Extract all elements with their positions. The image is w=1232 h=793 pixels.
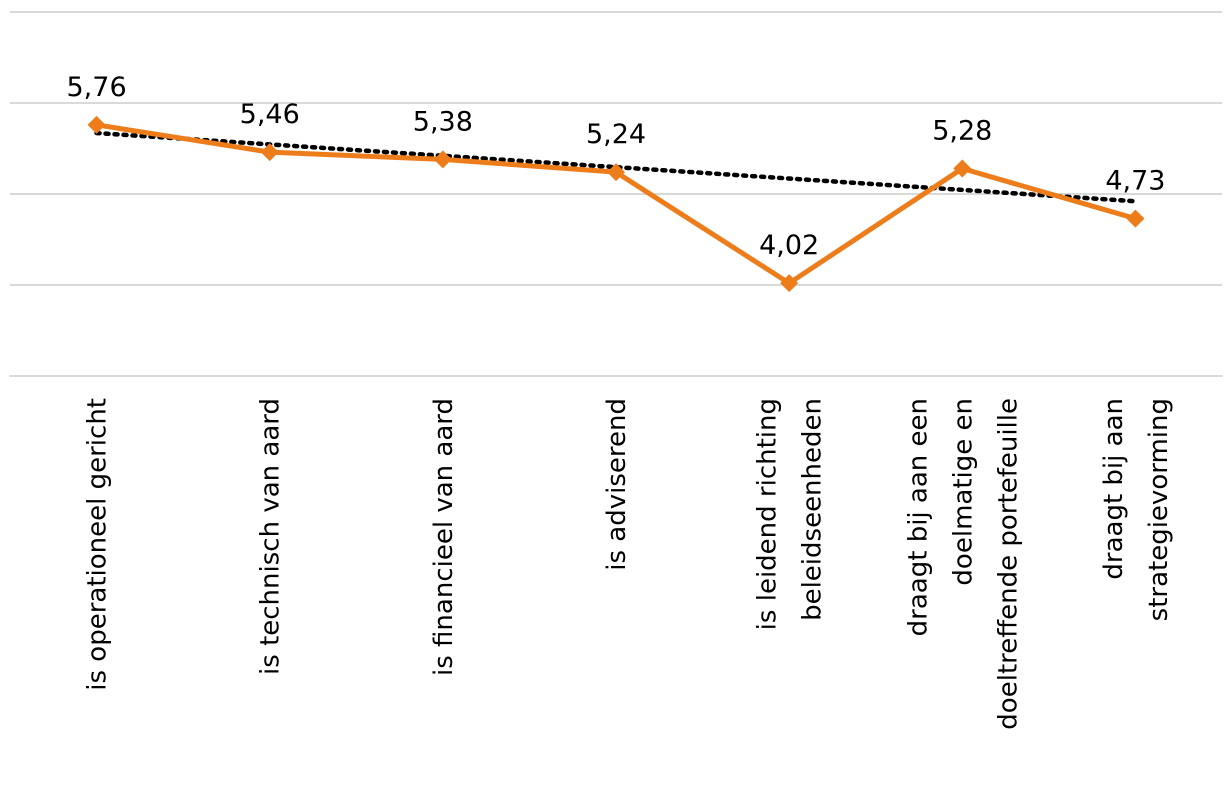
data-label: 4,02 [759,230,819,261]
x-tick-label-line: strategievorming [1144,398,1174,621]
data-label: 5,46 [240,99,300,130]
data-point-marker [87,115,106,134]
data-label: 5,28 [932,116,992,147]
x-tick-label-line: is financieel van aard [429,398,459,676]
x-tick-label: is adviserend [602,398,632,571]
x-tick-label: is operationeel gericht [83,398,113,691]
x-tick-label-line: beleidseenheden [798,398,828,621]
data-point-marker [1126,209,1145,228]
x-tick-label-line: draagt bij aan [1099,398,1129,580]
data-label: 4,73 [1105,166,1165,197]
x-tick-label: is leidend richting beleidseenheden [753,398,828,630]
x-tick-label-line: is operationeel gericht [83,398,113,691]
x-tick-label: is technisch van aard [256,398,286,675]
data-labels-group: 5,76 5,46 5,38 5,24 4,02 5,28 4,73 [67,72,1166,261]
x-tick-label-line: is adviserend [602,398,632,571]
data-label: 5,38 [413,106,473,137]
x-tick-label-line: draagt bij aan een [903,398,933,636]
x-tick-label-line: is technisch van aard [256,398,286,675]
x-tick-label: draagt bij aan strategievorming [1099,398,1174,621]
x-tick-label: is financieel van aard [429,398,459,676]
data-point-marker [780,274,799,293]
data-point-marker [607,163,625,182]
data-point-marker [433,150,452,169]
x-axis-tick-labels: is operationeel gericht is technisch van … [83,398,1174,730]
gridlines [10,11,1222,377]
data-label: 5,24 [586,119,646,150]
series-group [87,115,1145,293]
x-tick-label-line: doeltreffende portefeuille [993,398,1023,730]
x-tick-label-line: doelmatige en [948,398,978,586]
x-tick-label: draagt bij aan een doelmatige en doeltreff… [903,398,1023,730]
data-label: 5,76 [67,72,127,103]
x-tick-label-line: is leidend richting [753,398,783,630]
data-point-marker [953,159,972,178]
data-point-marker [260,143,279,162]
